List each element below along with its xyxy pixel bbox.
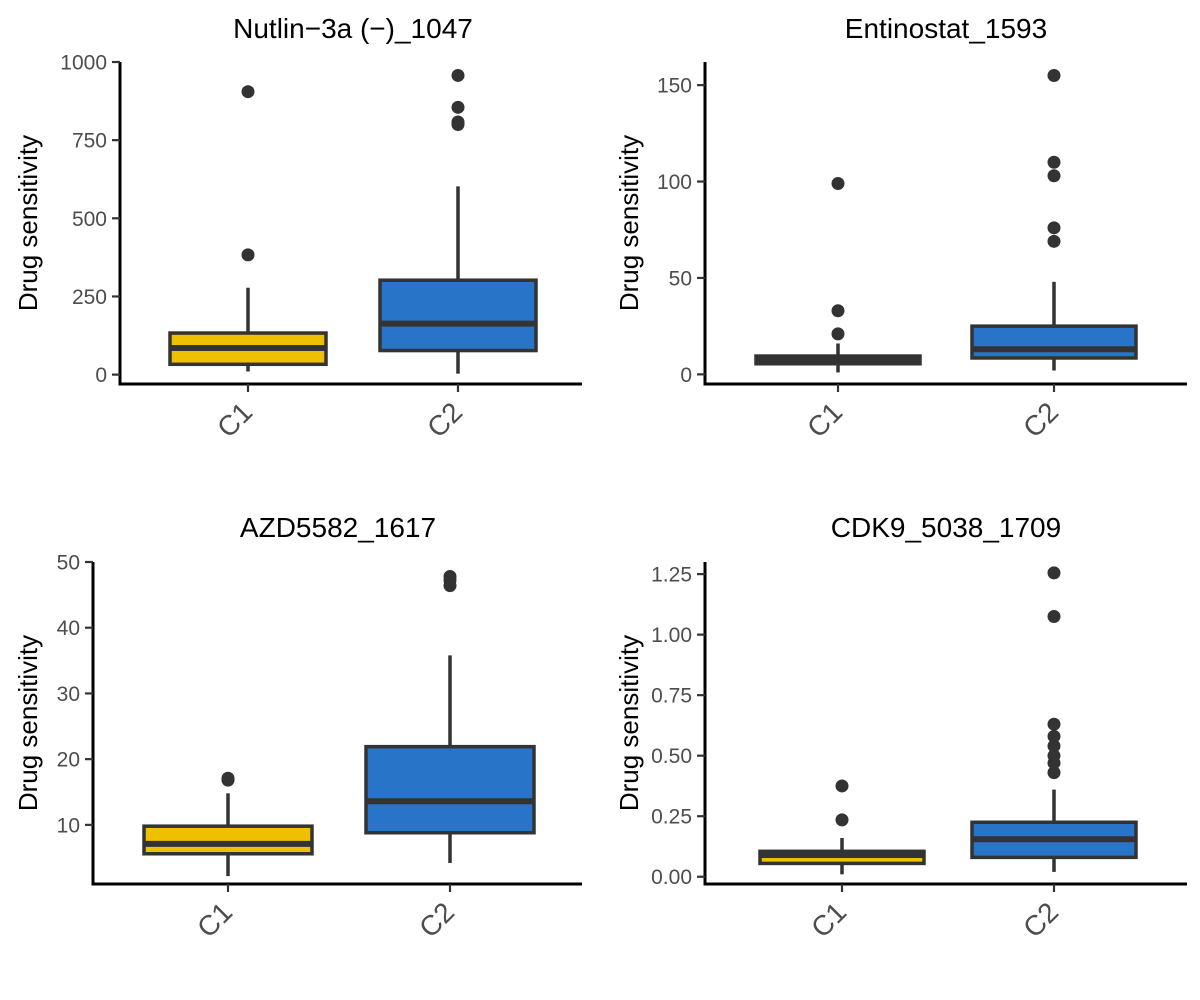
y-tick-label: 150	[657, 75, 692, 98]
x-tick-label: C2	[413, 896, 460, 943]
outlier-point	[831, 176, 845, 190]
outlier-point	[451, 68, 465, 82]
outlier-point	[1047, 749, 1061, 763]
y-tick-label: 100	[657, 171, 692, 194]
outlier-point	[835, 779, 849, 793]
outlier-point	[1047, 609, 1061, 623]
outlier-point	[1047, 169, 1061, 183]
box-c1	[758, 779, 926, 875]
outlier-point	[241, 85, 255, 99]
chart-title: Entinostat_1593	[845, 13, 1047, 44]
box-body	[970, 324, 1138, 360]
box-c1	[142, 771, 314, 877]
box-body	[142, 824, 314, 856]
x-tick-label: C2	[1017, 396, 1064, 443]
box-c2	[970, 566, 1138, 872]
y-tick-label: 0	[680, 364, 692, 387]
y-axis-label: Drug sensitivity	[13, 635, 43, 811]
chart-panel-2: Entinostat_1593 Drug sensitivity 0 50 100 150…	[614, 13, 1187, 444]
outlier-point	[1047, 766, 1061, 780]
y-tick-label: 0.75	[651, 685, 692, 708]
y-tick-label: 1.00	[651, 624, 692, 647]
chart-panel-1: Nutlin−3a (−)_1047 Drug sensitivity 0 250 50…	[13, 13, 582, 444]
y-axis-label: Drug sensitivity	[614, 635, 644, 811]
box-c1	[168, 85, 328, 372]
outlier-point	[241, 248, 255, 262]
outlier-point	[835, 813, 849, 827]
y-tick-label: 1.25	[651, 564, 692, 587]
y-tick-label: 20	[57, 749, 80, 772]
x-tick-label: C1	[191, 896, 238, 943]
x-tick-label: C2	[1017, 896, 1064, 943]
y-tick-label: 0.00	[651, 866, 692, 889]
outlier-point	[221, 771, 235, 785]
y-tick-label: 0.25	[651, 806, 692, 829]
y-tick-label: 500	[72, 208, 107, 231]
y-axis-label: Drug sensitivity	[13, 135, 43, 311]
box-c2	[378, 68, 538, 374]
y-tick-label: 0	[95, 364, 107, 387]
outlier-point	[1047, 729, 1061, 743]
y-tick-label: 250	[72, 286, 107, 309]
outlier-point	[1047, 155, 1061, 169]
outlier-point	[1047, 566, 1061, 580]
x-tick-label: C1	[801, 396, 848, 443]
y-tick-label: 30	[57, 683, 80, 706]
outlier-point	[1047, 234, 1061, 248]
box-c2	[364, 569, 536, 863]
outlier-point	[1047, 68, 1061, 82]
chart-title: Nutlin−3a (−)_1047	[233, 13, 473, 44]
outlier-point	[451, 115, 465, 129]
box-body	[378, 278, 538, 353]
outlier-point	[443, 569, 457, 583]
y-tick-label: 50	[669, 267, 692, 290]
chart-panel-4: CDK9_5038_1709 Drug sensitivity 0.00 0.25 0.…	[614, 512, 1187, 944]
outlier-point	[831, 327, 845, 341]
x-tick-label: C1	[805, 896, 852, 943]
outlier-point	[831, 304, 845, 318]
outlier-point	[1047, 221, 1061, 235]
box-c2	[970, 68, 1138, 371]
y-tick-label: 0.50	[651, 745, 692, 768]
outlier-point	[1047, 717, 1061, 731]
y-tick-label: 750	[72, 130, 107, 153]
y-axis-label: Drug sensitivity	[614, 135, 644, 311]
box-c1	[754, 176, 922, 373]
y-tick-label: 1000	[60, 52, 107, 75]
x-tick-label: C1	[211, 396, 258, 443]
box-body	[364, 744, 536, 835]
outlier-point	[1047, 739, 1061, 753]
y-tick-label: 40	[57, 617, 80, 640]
x-tick-label: C2	[421, 396, 468, 443]
chart-title: AZD5582_1617	[240, 512, 436, 543]
y-tick-label: 10	[57, 814, 80, 837]
y-tick-label: 50	[57, 552, 80, 575]
outlier-point	[451, 100, 465, 114]
chart-title: CDK9_5038_1709	[831, 512, 1061, 543]
chart-panel-3: AZD5582_1617 Drug sensitivity 10 20 30 40 50 C1…	[13, 512, 582, 944]
